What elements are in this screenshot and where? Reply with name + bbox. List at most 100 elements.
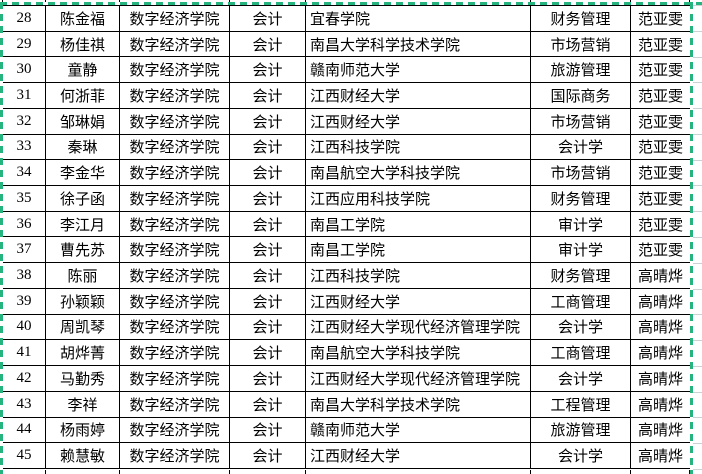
cell-major[interactable]: 旅游管理 bbox=[530, 416, 631, 444]
cell-name[interactable]: 杨雨婷 bbox=[45, 416, 120, 444]
cell-class[interactable]: 会计 bbox=[229, 262, 306, 289]
cell-name[interactable]: 邹琳娟 bbox=[45, 107, 120, 135]
cell-no[interactable]: 42 bbox=[2, 365, 46, 392]
cell-school[interactable]: 江西科技学院 bbox=[305, 133, 531, 161]
cell-class[interactable]: 会计 bbox=[229, 313, 306, 341]
cell-class[interactable]: 会计 bbox=[229, 185, 306, 212]
cell-college[interactable]: 数字经济学院 bbox=[119, 339, 230, 367]
cell-class[interactable]: 会计 bbox=[229, 416, 306, 444]
cell-school[interactable]: 江西财经大学 bbox=[305, 82, 531, 109]
cell-name[interactable]: 李金华 bbox=[45, 159, 120, 187]
cell-no[interactable]: 38 bbox=[2, 262, 46, 289]
cell-college[interactable]: 数字经济学院 bbox=[119, 159, 230, 187]
cell-advisor[interactable]: 高晴烨 bbox=[630, 390, 691, 418]
cell-class[interactable]: 会计 bbox=[229, 390, 306, 418]
cell-class[interactable]: 会计 bbox=[229, 107, 306, 135]
cell-advisor[interactable]: 范亚雯 bbox=[630, 159, 691, 187]
cell-name[interactable]: 徐子函 bbox=[45, 185, 120, 212]
cell-no[interactable]: 45 bbox=[2, 442, 46, 469]
cell-name[interactable]: 童静 bbox=[45, 56, 120, 84]
cell-advisor[interactable]: 范亚雯 bbox=[630, 210, 691, 238]
cell-major[interactable]: 会计学 bbox=[530, 442, 631, 469]
cell-college[interactable]: 数字经济学院 bbox=[119, 390, 230, 418]
cell-major[interactable]: 财务管理 bbox=[530, 5, 631, 32]
cell-name[interactable]: 孙颖颖 bbox=[45, 287, 120, 315]
cell-class[interactable]: 会计 bbox=[229, 236, 306, 264]
cell-class[interactable]: 会计 bbox=[229, 5, 306, 32]
cell-college[interactable]: 数字经济学院 bbox=[119, 236, 230, 264]
cell-advisor[interactable]: 范亚雯 bbox=[630, 56, 691, 84]
cell-major[interactable]: 国际商务 bbox=[530, 82, 631, 109]
cell-no[interactable]: 39 bbox=[2, 287, 46, 315]
cell-school[interactable]: 赣南师范大学 bbox=[305, 56, 531, 84]
cell-school[interactable]: 江西科技学院 bbox=[305, 262, 531, 289]
cell-major[interactable]: 审计学 bbox=[530, 210, 631, 238]
cell-college[interactable]: 数字经济学院 bbox=[119, 30, 230, 58]
cell-advisor[interactable]: 高晴烨 bbox=[630, 442, 691, 469]
cell-advisor[interactable]: 范亚雯 bbox=[630, 82, 691, 109]
cell-class[interactable]: 会计 bbox=[229, 287, 306, 315]
cell-name[interactable]: 何浙菲 bbox=[45, 82, 120, 109]
cell-advisor[interactable]: 范亚雯 bbox=[630, 185, 691, 212]
cell-no[interactable]: 28 bbox=[2, 5, 46, 32]
cell-major[interactable]: 旅游管理 bbox=[530, 56, 631, 84]
cell-school[interactable]: 赣南师范大学 bbox=[305, 416, 531, 444]
cell-name[interactable]: 秦琳 bbox=[45, 133, 120, 161]
cell-name[interactable]: 马勤秀 bbox=[45, 365, 120, 392]
cell-class[interactable]: 会计 bbox=[229, 442, 306, 469]
cell-college[interactable]: 数字经济学院 bbox=[119, 287, 230, 315]
cell-no[interactable]: 37 bbox=[2, 236, 46, 264]
cell-major[interactable]: 工商管理 bbox=[530, 339, 631, 367]
cell-no[interactable]: 33 bbox=[2, 133, 46, 161]
cell-class[interactable]: 会计 bbox=[229, 133, 306, 161]
cell-no[interactable]: 31 bbox=[2, 82, 46, 109]
cell-name[interactable]: 胡烨菁 bbox=[45, 339, 120, 367]
cell-name[interactable]: 陈丽 bbox=[45, 262, 120, 289]
cell-college[interactable]: 数字经济学院 bbox=[119, 313, 230, 341]
cell-no[interactable]: 36 bbox=[2, 210, 46, 238]
cell-college[interactable]: 数字经济学院 bbox=[119, 365, 230, 392]
cell-major[interactable]: 会计学 bbox=[530, 133, 631, 161]
cell-name[interactable]: 陈金福 bbox=[45, 5, 120, 32]
cell-advisor[interactable]: 高晴烨 bbox=[630, 339, 691, 367]
cell-advisor[interactable]: 范亚雯 bbox=[630, 236, 691, 264]
cell-advisor[interactable]: 高晴烨 bbox=[630, 416, 691, 444]
cell-major[interactable]: 会计学 bbox=[530, 313, 631, 341]
cell-class[interactable]: 会计 bbox=[229, 339, 306, 367]
cell-no[interactable]: 32 bbox=[2, 107, 46, 135]
cell-advisor[interactable]: 范亚雯 bbox=[630, 5, 691, 32]
cell-school[interactable]: 南昌航空大学科技学院 bbox=[305, 159, 531, 187]
cell-major[interactable]: 财务管理 bbox=[530, 262, 631, 289]
cell-college[interactable]: 数字经济学院 bbox=[119, 5, 230, 32]
cell-name[interactable]: 赖慧敏 bbox=[45, 442, 120, 469]
cell-advisor[interactable]: 高晴烨 bbox=[630, 313, 691, 341]
cell-college[interactable]: 数字经济学院 bbox=[119, 107, 230, 135]
cell-school[interactable]: 江西应用科技学院 bbox=[305, 185, 531, 212]
cell-advisor[interactable]: 范亚雯 bbox=[630, 30, 691, 58]
cell-college[interactable]: 数字经济学院 bbox=[119, 442, 230, 469]
cell-college[interactable]: 数字经济学院 bbox=[119, 133, 230, 161]
cell-advisor[interactable]: 高晴烨 bbox=[630, 365, 691, 392]
cell-college[interactable]: 数字经济学院 bbox=[119, 416, 230, 444]
cell-school[interactable]: 江西财经大学 bbox=[305, 287, 531, 315]
cell-college[interactable]: 数字经济学院 bbox=[119, 185, 230, 212]
cell-class[interactable]: 会计 bbox=[229, 56, 306, 84]
cell-name[interactable]: 杨佳祺 bbox=[45, 30, 120, 58]
cell-no[interactable]: 35 bbox=[2, 185, 46, 212]
cell-no[interactable]: 43 bbox=[2, 390, 46, 418]
cell-college[interactable]: 数字经济学院 bbox=[119, 262, 230, 289]
cell-class[interactable]: 会计 bbox=[229, 365, 306, 392]
cell-school[interactable]: 南昌工学院 bbox=[305, 236, 531, 264]
cell-class[interactable]: 会计 bbox=[229, 210, 306, 238]
cell-school[interactable]: 南昌大学科学技术学院 bbox=[305, 390, 531, 418]
cell-name[interactable]: 李江月 bbox=[45, 210, 120, 238]
cell-name[interactable]: 周凯琴 bbox=[45, 313, 120, 341]
cell-college[interactable]: 数字经济学院 bbox=[119, 56, 230, 84]
cell-advisor[interactable]: 高晴烨 bbox=[630, 262, 691, 289]
cell-school[interactable]: 宜春学院 bbox=[305, 5, 531, 32]
cell-school[interactable]: 江西财经大学现代经济管理学院 bbox=[305, 313, 531, 341]
cell-no[interactable]: 41 bbox=[2, 339, 46, 367]
cell-major[interactable]: 审计学 bbox=[530, 236, 631, 264]
cell-no[interactable]: 29 bbox=[2, 30, 46, 58]
cell-class[interactable]: 会计 bbox=[229, 30, 306, 58]
